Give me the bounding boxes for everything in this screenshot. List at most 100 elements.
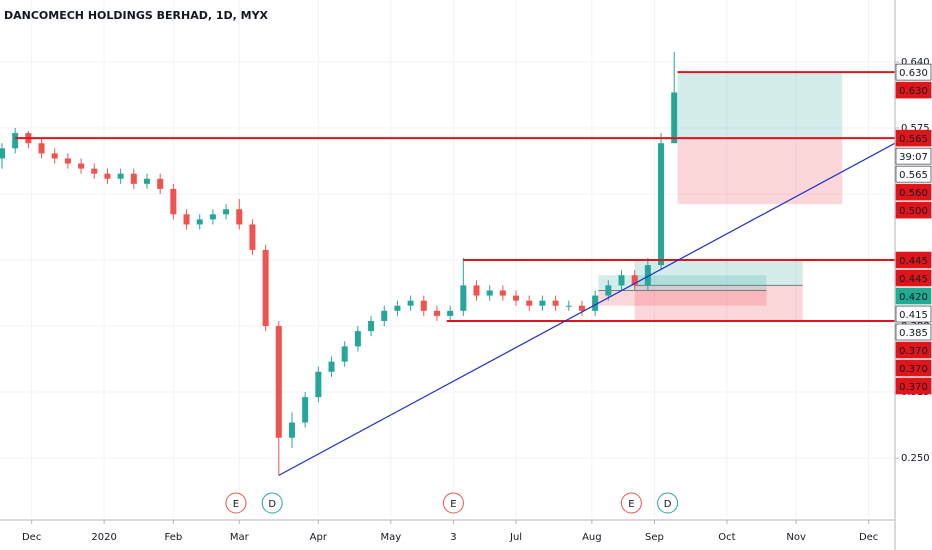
candle-body — [539, 300, 546, 306]
candle-body — [658, 143, 665, 266]
x-tick-label: Oct — [718, 532, 735, 543]
candle-body — [157, 178, 164, 189]
candle-body — [183, 214, 190, 225]
event-marker — [261, 492, 283, 514]
price-badge — [895, 341, 932, 359]
candle-body — [644, 265, 651, 286]
candle-body — [631, 275, 638, 286]
price-badge — [895, 269, 932, 287]
price-badge-label: 0.370 — [899, 346, 928, 357]
y-tick-label: 0.250 — [901, 453, 930, 464]
price-badge — [895, 287, 932, 305]
candle-body — [460, 285, 467, 311]
candle-body — [64, 158, 71, 164]
price-badge — [895, 129, 932, 147]
x-tick-label: Jul — [509, 532, 522, 543]
price-badge-label: 0.560 — [899, 188, 928, 199]
candle-body — [209, 214, 216, 220]
price-badge-label: 0.445 — [899, 256, 928, 267]
price-badge-label: 0.565 — [899, 134, 928, 145]
price-badge-label: 0.385 — [899, 328, 928, 339]
candle-body — [143, 178, 150, 184]
candle-body — [447, 310, 454, 316]
event-marker — [442, 492, 464, 514]
stop-zone — [598, 290, 767, 306]
candle-body — [170, 188, 177, 215]
x-tick-label: May — [380, 532, 401, 543]
candle-body — [0, 148, 5, 159]
candle-body — [368, 320, 375, 332]
price-badge — [895, 251, 932, 269]
candle-body — [473, 285, 480, 296]
price-badge — [895, 63, 932, 81]
x-tick-label: Dec — [859, 532, 878, 543]
candle-body — [288, 422, 295, 438]
price-badge-label: 0.565 — [899, 170, 928, 181]
x-tick-label: Aug — [582, 532, 602, 543]
candle-body — [618, 275, 625, 286]
candle-body — [302, 397, 309, 423]
chart-title: DANCOMECH HOLDINGS BERHAD, 1D, MYX — [4, 9, 269, 22]
candle-body — [578, 305, 585, 311]
candle-body — [315, 371, 322, 398]
candle-body — [381, 310, 388, 321]
candle-body — [38, 143, 45, 154]
candle-body — [275, 326, 282, 438]
y-tick-label: 0.640 — [901, 57, 930, 68]
price-badge — [895, 183, 932, 201]
event-label: D — [664, 499, 672, 510]
price-badge — [895, 359, 932, 377]
price-badge — [895, 165, 932, 183]
price-badge-label: 0.630 — [899, 86, 928, 97]
y-tick-label: 0.575 — [901, 123, 930, 134]
price-badge-label: 0.370 — [899, 382, 928, 393]
candle-body — [104, 173, 111, 179]
candle-body — [196, 219, 203, 225]
price-badge-label: 0.420 — [899, 292, 928, 303]
candle-body — [420, 300, 427, 311]
candle-body — [592, 295, 599, 311]
x-tick-label: Mar — [230, 532, 250, 543]
candle-body — [341, 346, 348, 362]
candle-body — [605, 285, 612, 296]
stop-zone — [634, 285, 803, 321]
x-tick-label: Sep — [645, 532, 664, 543]
candle-body — [249, 224, 256, 250]
trend-line — [278, 142, 896, 476]
candle-body — [328, 361, 335, 372]
x-tick-label: 2020 — [91, 532, 116, 543]
x-tick-label: Feb — [164, 532, 182, 543]
candle-body — [12, 133, 19, 149]
candle-body — [262, 249, 269, 327]
candle-body — [223, 209, 230, 215]
target-zone — [598, 275, 767, 291]
candle-body — [552, 300, 559, 306]
price-badge — [895, 323, 932, 341]
candle-body — [565, 305, 572, 307]
x-tick-label: Nov — [786, 532, 806, 543]
event-label: E — [628, 499, 634, 510]
candle-body — [433, 310, 440, 316]
candle-body — [354, 331, 361, 347]
event-marker — [225, 492, 247, 514]
event-label: E — [450, 499, 456, 510]
price-badge-label: 0.445 — [899, 274, 928, 285]
x-tick-label: Apr — [310, 532, 328, 543]
event-marker — [620, 492, 642, 514]
event-label: E — [233, 499, 239, 510]
event-label: D — [268, 499, 276, 510]
candle-body — [51, 153, 58, 159]
candle-body — [486, 290, 493, 296]
candle-body — [130, 173, 137, 184]
candle-body — [499, 290, 506, 296]
candle-body — [117, 173, 124, 179]
event-marker — [657, 492, 679, 514]
candle-body — [407, 300, 414, 306]
candle-body — [78, 163, 85, 169]
price-badge — [895, 305, 932, 323]
price-badge-label: 0.415 — [899, 310, 928, 321]
price-badge — [895, 81, 932, 99]
target-zone — [677, 72, 843, 139]
price-badge — [895, 201, 932, 219]
